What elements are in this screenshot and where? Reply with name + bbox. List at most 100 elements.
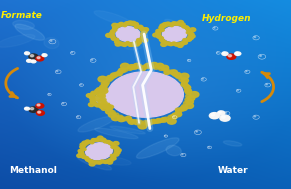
Ellipse shape [165,19,178,26]
Ellipse shape [136,138,179,158]
Circle shape [141,30,145,32]
Circle shape [211,113,215,116]
Circle shape [179,42,182,45]
Circle shape [142,30,147,33]
Circle shape [120,63,129,69]
Circle shape [110,35,115,38]
Circle shape [100,160,104,163]
Circle shape [159,67,164,70]
Circle shape [121,23,125,26]
Circle shape [185,89,191,93]
Circle shape [93,161,97,163]
Ellipse shape [223,141,242,146]
Circle shape [111,73,118,77]
Circle shape [132,66,138,69]
Circle shape [81,153,84,155]
Circle shape [134,120,141,125]
Circle shape [176,110,181,114]
Circle shape [115,151,120,154]
Circle shape [187,29,191,31]
Circle shape [196,131,197,132]
Circle shape [85,140,90,143]
Circle shape [161,65,169,70]
Circle shape [180,106,187,111]
Circle shape [113,92,117,95]
Circle shape [109,89,113,92]
Circle shape [28,106,39,113]
Circle shape [139,39,143,41]
Circle shape [183,40,187,43]
Circle shape [116,98,119,100]
Circle shape [182,154,183,155]
Circle shape [95,91,99,93]
Circle shape [91,98,95,100]
Circle shape [102,88,107,91]
Circle shape [107,108,112,111]
Circle shape [119,22,124,26]
Circle shape [136,41,141,44]
Circle shape [115,43,121,46]
Circle shape [107,75,114,80]
Circle shape [134,26,138,28]
Circle shape [113,91,118,94]
Circle shape [115,38,119,41]
Circle shape [109,158,114,161]
Circle shape [101,82,109,86]
Circle shape [159,26,164,29]
Circle shape [188,36,191,38]
Circle shape [159,119,164,122]
Circle shape [114,150,118,153]
Circle shape [183,39,187,41]
Circle shape [50,40,52,41]
Circle shape [228,55,232,57]
Circle shape [91,94,95,97]
Circle shape [112,88,118,92]
Circle shape [145,63,152,68]
Circle shape [88,160,93,163]
Circle shape [127,119,132,122]
Circle shape [107,159,111,161]
Circle shape [99,87,104,91]
Circle shape [173,116,174,117]
Circle shape [116,72,122,76]
Circle shape [118,68,126,73]
Text: Water: Water [217,166,248,175]
Circle shape [133,22,139,26]
Circle shape [111,146,115,148]
Circle shape [174,43,179,46]
Circle shape [181,78,189,83]
Circle shape [30,108,34,110]
Circle shape [137,39,141,41]
Circle shape [161,40,165,42]
Circle shape [114,148,118,151]
Circle shape [103,140,106,142]
Circle shape [176,43,180,45]
Circle shape [77,154,83,157]
Circle shape [112,91,115,94]
Circle shape [114,40,119,43]
Circle shape [113,28,116,30]
Circle shape [141,34,146,37]
Circle shape [110,75,115,79]
Circle shape [113,38,117,40]
Circle shape [127,21,133,24]
Circle shape [128,43,133,46]
Circle shape [127,67,132,70]
Ellipse shape [94,11,131,25]
Circle shape [30,59,37,64]
Circle shape [185,88,191,91]
Circle shape [139,27,144,30]
Circle shape [100,94,105,98]
Circle shape [150,119,157,124]
Circle shape [132,42,136,44]
Circle shape [113,146,117,149]
Circle shape [140,67,146,70]
Circle shape [91,101,95,104]
Circle shape [71,52,72,53]
Circle shape [97,104,101,107]
Circle shape [95,104,99,106]
Circle shape [111,157,116,160]
Circle shape [84,143,87,146]
Circle shape [37,57,40,59]
Circle shape [96,161,100,163]
